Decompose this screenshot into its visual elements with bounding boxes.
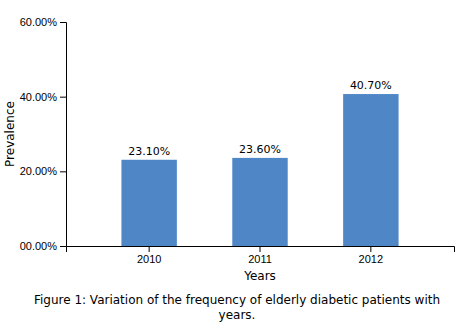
data-label: 23.60% xyxy=(239,143,281,156)
y-tick-mark xyxy=(60,246,66,247)
x-tick-label: 2012 xyxy=(359,253,383,265)
y-axis-line xyxy=(60,23,67,247)
y-tick: 40.00% xyxy=(20,91,66,103)
x-axis-line xyxy=(67,247,455,253)
bars xyxy=(121,94,398,246)
bar xyxy=(232,158,287,246)
data-label: 23.10% xyxy=(128,145,170,158)
data-labels: 23.10% 23.60% 40.70% xyxy=(128,79,392,158)
x-tick: 2012 xyxy=(359,246,383,265)
y-tick-mark xyxy=(60,22,66,23)
chart: 2010 2011 2012 00.00% 20.00% 40.00% 60.00% 23.1… xyxy=(0,0,474,324)
x-tick-label: 2010 xyxy=(137,253,161,265)
caption: Figure 1: Variation of the frequency of … xyxy=(34,293,440,307)
y-tick-label: 00.00% xyxy=(20,240,58,252)
x-axis-title: Years xyxy=(243,269,276,283)
y-tick-label: 40.00% xyxy=(20,91,58,103)
y-tick-label: 60.00% xyxy=(20,16,58,28)
plot-area: 2010 2011 2012 00.00% 20.00% 40.00% 60.00% 23.1… xyxy=(3,16,455,283)
x-tick: 2010 xyxy=(137,246,161,265)
caption: years. xyxy=(219,308,256,322)
y-tick-mark xyxy=(60,171,66,172)
y-tick-label: 20.00% xyxy=(20,165,58,177)
y-tick: 00.00% xyxy=(20,240,66,252)
y-tick: 60.00% xyxy=(20,16,66,28)
bar xyxy=(121,160,176,246)
x-tick-label: 2011 xyxy=(248,253,272,265)
x-axis: 2010 2011 2012 xyxy=(67,246,455,265)
x-tick: 2011 xyxy=(248,246,272,265)
y-tick-mark xyxy=(60,97,66,98)
data-label: 40.70% xyxy=(350,79,392,92)
bar xyxy=(343,94,398,246)
x-tick-mark xyxy=(260,246,261,252)
x-tick-mark xyxy=(149,246,150,252)
y-axis-title: Prevalence xyxy=(3,101,17,167)
y-tick: 20.00% xyxy=(20,165,66,177)
y-axis: 00.00% 20.00% 40.00% 60.00% xyxy=(20,16,67,252)
x-tick-mark xyxy=(370,246,371,252)
